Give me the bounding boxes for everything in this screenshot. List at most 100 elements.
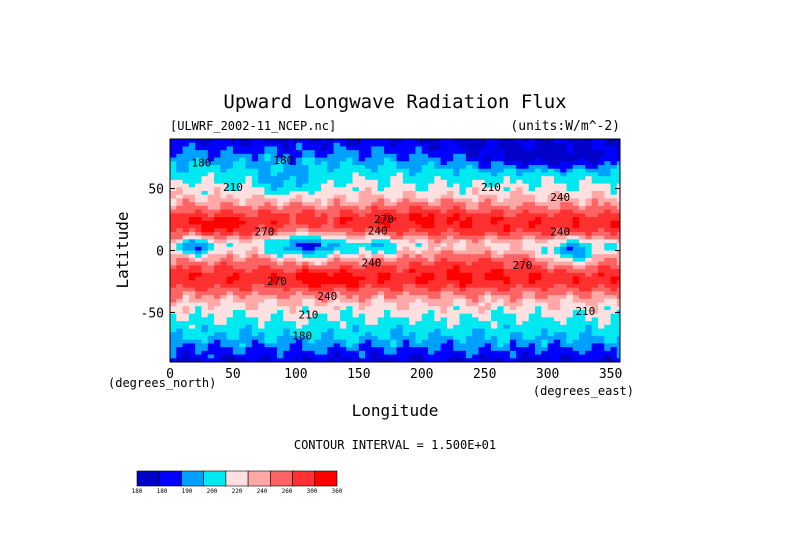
heatmap-cell <box>245 239 253 244</box>
heatmap-cell <box>610 165 618 170</box>
heatmap-cell <box>528 187 536 192</box>
heatmap-cell <box>251 269 259 274</box>
heatmap-cell <box>182 239 190 244</box>
heatmap-cell <box>415 243 423 248</box>
heatmap-cell <box>182 179 190 185</box>
heatmap-cell <box>446 157 454 162</box>
heatmap-cell <box>591 231 599 237</box>
heatmap-cell <box>352 172 360 177</box>
heatmap-cell <box>572 165 580 170</box>
heatmap-cell <box>428 313 435 318</box>
heatmap-cell <box>604 220 612 226</box>
colorbar-swatch <box>270 470 293 487</box>
heatmap-cell <box>503 179 511 185</box>
heatmap-cell <box>610 191 618 196</box>
heatmap-cell <box>195 146 203 151</box>
heatmap-cell <box>547 161 555 166</box>
heatmap-cell <box>264 246 272 252</box>
heatmap-cell <box>409 246 417 252</box>
y-tick-label: 50 <box>148 183 164 198</box>
heatmap-cell <box>195 335 203 341</box>
heatmap-cell <box>258 354 266 359</box>
heatmap-cell <box>365 313 372 318</box>
heatmap-cell <box>245 224 253 229</box>
heatmap-cell <box>276 187 284 192</box>
heatmap-cell <box>566 332 574 337</box>
heatmap-cell <box>276 309 284 315</box>
heatmap-cell <box>453 306 461 311</box>
heatmap-cell <box>516 191 524 196</box>
heatmap-cell <box>535 317 542 322</box>
heatmap-cell <box>283 302 291 307</box>
heatmap-cell <box>170 261 177 266</box>
heatmap-cell <box>327 228 335 233</box>
heatmap-cell <box>245 168 253 174</box>
heatmap-cell <box>572 343 580 348</box>
heatmap-cell <box>358 191 366 196</box>
heatmap-cell <box>176 176 184 181</box>
heatmap-cell <box>591 291 599 296</box>
heatmap-cell <box>591 276 599 281</box>
heatmap-cell <box>497 187 505 192</box>
heatmap-cell <box>509 283 517 289</box>
heatmap-cell <box>616 235 620 240</box>
heatmap-cell <box>597 358 605 362</box>
heatmap-cell <box>566 358 574 362</box>
heatmap-cell <box>560 187 568 192</box>
heatmap-cell <box>415 176 423 181</box>
heatmap-cell <box>295 339 303 345</box>
heatmap-cell <box>226 269 234 274</box>
heatmap-cell <box>371 146 379 151</box>
heatmap-cell <box>170 339 177 345</box>
heatmap-cell <box>264 224 272 229</box>
heatmap-cell <box>409 321 417 326</box>
heatmap-cell <box>522 202 530 207</box>
heatmap-cell <box>207 228 215 233</box>
heatmap-cell <box>333 213 341 218</box>
heatmap-cell <box>553 142 561 148</box>
heatmap-cell <box>188 231 196 237</box>
heatmap-cell <box>440 239 448 244</box>
heatmap-cell <box>176 324 184 330</box>
heatmap-cell <box>585 354 593 359</box>
heatmap-cell <box>295 198 303 203</box>
heatmap-cell <box>358 224 366 229</box>
heatmap-cell <box>365 332 372 337</box>
heatmap-cell <box>453 298 461 304</box>
heatmap-cell <box>327 235 335 240</box>
heatmap-cell <box>553 198 561 203</box>
heatmap-cell <box>232 332 240 337</box>
heatmap-cell <box>522 183 530 188</box>
heatmap-cell <box>170 150 177 155</box>
heatmap-cell <box>421 168 429 174</box>
heatmap-cell <box>560 332 568 337</box>
heatmap-cell <box>239 269 247 274</box>
heatmap-cell <box>535 142 542 148</box>
heatmap-cell <box>553 139 561 144</box>
heatmap-cell <box>497 339 505 345</box>
heatmap-cell <box>339 194 347 200</box>
heatmap-cell <box>528 165 536 170</box>
heatmap-cell <box>245 157 253 162</box>
heatmap-cell <box>585 272 593 278</box>
heatmap-cell <box>465 291 473 296</box>
heatmap-cell <box>371 358 379 362</box>
heatmap-cell <box>465 283 473 289</box>
heatmap-cell <box>421 358 429 362</box>
heatmap-cell <box>258 291 266 296</box>
heatmap-cell <box>333 176 341 181</box>
heatmap-cell <box>339 276 347 281</box>
heatmap-cell <box>591 328 599 333</box>
heatmap-cell <box>302 220 310 226</box>
heatmap-cell <box>314 358 322 362</box>
heatmap-cell <box>560 139 568 144</box>
heatmap-cell <box>541 265 549 270</box>
heatmap-cell <box>308 295 316 300</box>
heatmap-cell <box>371 324 379 330</box>
heatmap-cell <box>339 254 347 259</box>
heatmap-cell <box>585 332 593 337</box>
heatmap-cell <box>472 250 479 255</box>
heatmap-cell <box>170 194 177 200</box>
heatmap-cell <box>346 272 354 278</box>
heatmap-cell <box>415 339 423 345</box>
